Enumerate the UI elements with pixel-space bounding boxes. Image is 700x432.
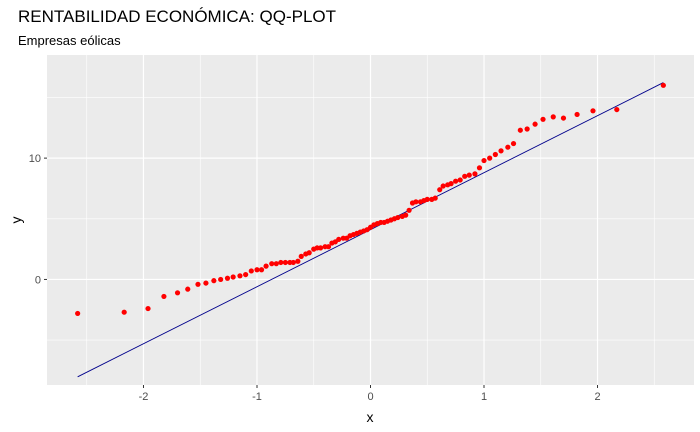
- y-tick-label: 10: [29, 153, 41, 165]
- data-point: [174, 290, 181, 296]
- data-point: [481, 157, 487, 164]
- data-point: [75, 310, 81, 317]
- data-point: [230, 274, 236, 280]
- data-point: [540, 116, 546, 122]
- data-point: [395, 214, 401, 221]
- data-point: [211, 278, 217, 284]
- data-point: [550, 114, 556, 120]
- data-point: [195, 281, 201, 287]
- data-point: [243, 271, 249, 278]
- x-axis-title: x: [367, 409, 374, 425]
- data-point: [437, 187, 443, 193]
- data-point: [660, 82, 666, 88]
- data-point: [290, 259, 296, 266]
- data-point: [510, 140, 517, 147]
- grid-lines: [47, 55, 694, 385]
- data-point: [263, 263, 269, 269]
- data-point: [185, 286, 191, 292]
- data-point: [448, 181, 454, 187]
- data-point: [224, 275, 231, 281]
- data-point: [295, 258, 301, 264]
- x-tick-label: 0: [367, 391, 373, 403]
- data-point: [413, 199, 419, 205]
- chart-title: RENTABILIDAD ECONÓMICA: QQ-PLOT: [18, 7, 337, 26]
- data-point: [487, 155, 493, 161]
- data-point: [161, 293, 167, 300]
- data-point: [298, 253, 304, 259]
- x-tick-label: -1: [252, 391, 262, 403]
- data-point: [505, 144, 511, 150]
- data-point: [472, 171, 478, 177]
- data-point: [145, 305, 151, 312]
- x-tick-label: 2: [594, 391, 600, 403]
- data-points: [75, 82, 666, 317]
- data-point: [560, 115, 567, 121]
- data-point: [462, 173, 468, 179]
- data-point: [282, 259, 288, 266]
- data-point: [254, 267, 260, 273]
- data-point: [306, 250, 312, 256]
- data-point: [203, 280, 209, 286]
- chart-subtitle: Empresas eólicas: [18, 33, 121, 48]
- data-point: [317, 245, 324, 251]
- data-point: [476, 165, 483, 171]
- data-point: [453, 178, 459, 184]
- data-point: [248, 268, 254, 274]
- data-point: [457, 177, 463, 183]
- data-point: [237, 273, 243, 279]
- data-point: [278, 259, 284, 266]
- data-point: [336, 236, 342, 243]
- y-tick-label: 0: [35, 274, 41, 286]
- data-point: [406, 207, 412, 213]
- data-point: [269, 261, 275, 267]
- data-point: [440, 183, 446, 189]
- data-point: [424, 196, 430, 202]
- axes: -2 -1 0 1 2 0 10: [29, 153, 601, 403]
- data-point: [590, 108, 596, 114]
- data-point: [498, 148, 504, 154]
- data-point: [614, 106, 620, 113]
- data-point: [432, 195, 438, 201]
- y-axis-title: y: [8, 217, 24, 224]
- data-point: [492, 151, 498, 158]
- data-point: [574, 111, 580, 118]
- data-point: [218, 276, 224, 283]
- x-tick-label: -2: [139, 391, 149, 403]
- data-point: [325, 244, 332, 250]
- data-point: [121, 309, 127, 315]
- data-point: [524, 126, 530, 132]
- data-point: [258, 267, 265, 273]
- data-point: [532, 121, 538, 127]
- data-point: [403, 212, 409, 218]
- data-point: [517, 127, 523, 133]
- data-point: [466, 172, 472, 178]
- x-tick-label: 1: [481, 391, 487, 403]
- data-point: [273, 261, 279, 267]
